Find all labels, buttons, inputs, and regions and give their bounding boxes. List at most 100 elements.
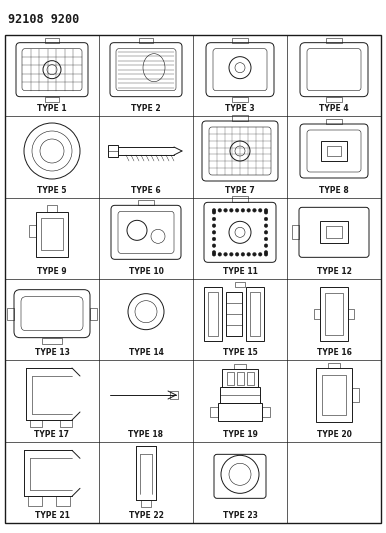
- Circle shape: [264, 217, 268, 221]
- Circle shape: [230, 253, 233, 256]
- Circle shape: [264, 211, 268, 214]
- Bar: [47, 205, 57, 212]
- Circle shape: [212, 211, 216, 214]
- Text: TYPE 18: TYPE 18: [129, 430, 164, 439]
- Bar: [262, 407, 270, 417]
- Circle shape: [230, 208, 233, 212]
- Text: TYPE 1: TYPE 1: [37, 104, 67, 114]
- Circle shape: [264, 224, 268, 228]
- Bar: [138, 200, 154, 205]
- Bar: [327, 146, 341, 156]
- Circle shape: [212, 217, 216, 221]
- Circle shape: [258, 208, 262, 212]
- Bar: [227, 372, 234, 385]
- Bar: [232, 96, 248, 102]
- Circle shape: [264, 208, 268, 212]
- Bar: [232, 115, 248, 121]
- Circle shape: [264, 237, 268, 241]
- Bar: [45, 96, 59, 102]
- Circle shape: [235, 253, 239, 256]
- Text: TYPE 3: TYPE 3: [225, 104, 255, 114]
- Text: 92108 9200: 92108 9200: [8, 13, 79, 26]
- Bar: [41, 219, 63, 251]
- Bar: [108, 145, 118, 157]
- Circle shape: [264, 244, 268, 247]
- Text: TYPE 11: TYPE 11: [223, 267, 257, 276]
- Circle shape: [212, 251, 216, 254]
- Bar: [326, 96, 342, 102]
- Circle shape: [212, 237, 216, 241]
- Bar: [90, 308, 97, 320]
- Circle shape: [212, 224, 216, 228]
- Bar: [170, 391, 178, 399]
- Bar: [210, 407, 218, 417]
- Circle shape: [264, 253, 268, 256]
- Circle shape: [224, 253, 227, 256]
- Bar: [7, 308, 14, 320]
- Text: TYPE 21: TYPE 21: [35, 511, 69, 520]
- Circle shape: [247, 208, 251, 212]
- Bar: [220, 387, 260, 403]
- Text: TYPE 6: TYPE 6: [131, 185, 161, 195]
- Bar: [320, 287, 348, 341]
- Text: TYPE 16: TYPE 16: [317, 349, 351, 357]
- Text: TYPE 15: TYPE 15: [223, 349, 257, 357]
- Circle shape: [264, 251, 268, 254]
- Bar: [45, 38, 59, 43]
- Bar: [326, 227, 342, 238]
- Bar: [247, 372, 254, 385]
- Bar: [204, 287, 222, 341]
- Text: TYPE 9: TYPE 9: [37, 267, 67, 276]
- Bar: [325, 293, 343, 335]
- Bar: [218, 403, 262, 421]
- Bar: [60, 420, 72, 427]
- Bar: [232, 38, 248, 43]
- Bar: [246, 287, 264, 341]
- Text: TYPE 14: TYPE 14: [129, 349, 163, 357]
- Circle shape: [212, 244, 216, 247]
- Circle shape: [212, 208, 216, 212]
- Bar: [232, 196, 248, 203]
- Circle shape: [218, 253, 222, 256]
- Text: TYPE 17: TYPE 17: [34, 430, 69, 439]
- Bar: [321, 141, 347, 161]
- Bar: [348, 309, 354, 319]
- Circle shape: [253, 253, 256, 256]
- Text: TYPE 19: TYPE 19: [223, 430, 257, 439]
- Bar: [42, 338, 62, 344]
- Bar: [328, 363, 340, 368]
- Circle shape: [212, 253, 216, 256]
- Text: TYPE 12: TYPE 12: [317, 267, 351, 276]
- Text: TYPE 20: TYPE 20: [317, 430, 351, 439]
- Bar: [28, 496, 42, 506]
- Text: TYPE 10: TYPE 10: [129, 267, 163, 276]
- Text: TYPE 22: TYPE 22: [129, 511, 163, 520]
- Bar: [237, 372, 244, 385]
- Bar: [292, 225, 299, 239]
- Bar: [326, 38, 342, 43]
- Circle shape: [264, 231, 268, 234]
- Text: TYPE 5: TYPE 5: [37, 185, 67, 195]
- Circle shape: [235, 208, 239, 212]
- Bar: [320, 221, 348, 244]
- Circle shape: [258, 253, 262, 256]
- Text: TYPE 23: TYPE 23: [223, 511, 257, 520]
- Text: TYPE 8: TYPE 8: [319, 185, 349, 195]
- Bar: [29, 225, 36, 237]
- Circle shape: [212, 231, 216, 234]
- Bar: [226, 292, 242, 336]
- Bar: [316, 368, 352, 422]
- Circle shape: [241, 253, 245, 256]
- Bar: [235, 281, 245, 287]
- Bar: [56, 496, 70, 506]
- Bar: [322, 375, 346, 415]
- Text: TYPE 2: TYPE 2: [131, 104, 161, 114]
- Bar: [141, 500, 151, 507]
- Bar: [326, 119, 342, 124]
- Bar: [139, 38, 153, 43]
- Bar: [250, 292, 260, 336]
- Bar: [314, 309, 320, 319]
- Circle shape: [224, 208, 227, 212]
- Circle shape: [253, 208, 256, 212]
- Bar: [36, 212, 68, 257]
